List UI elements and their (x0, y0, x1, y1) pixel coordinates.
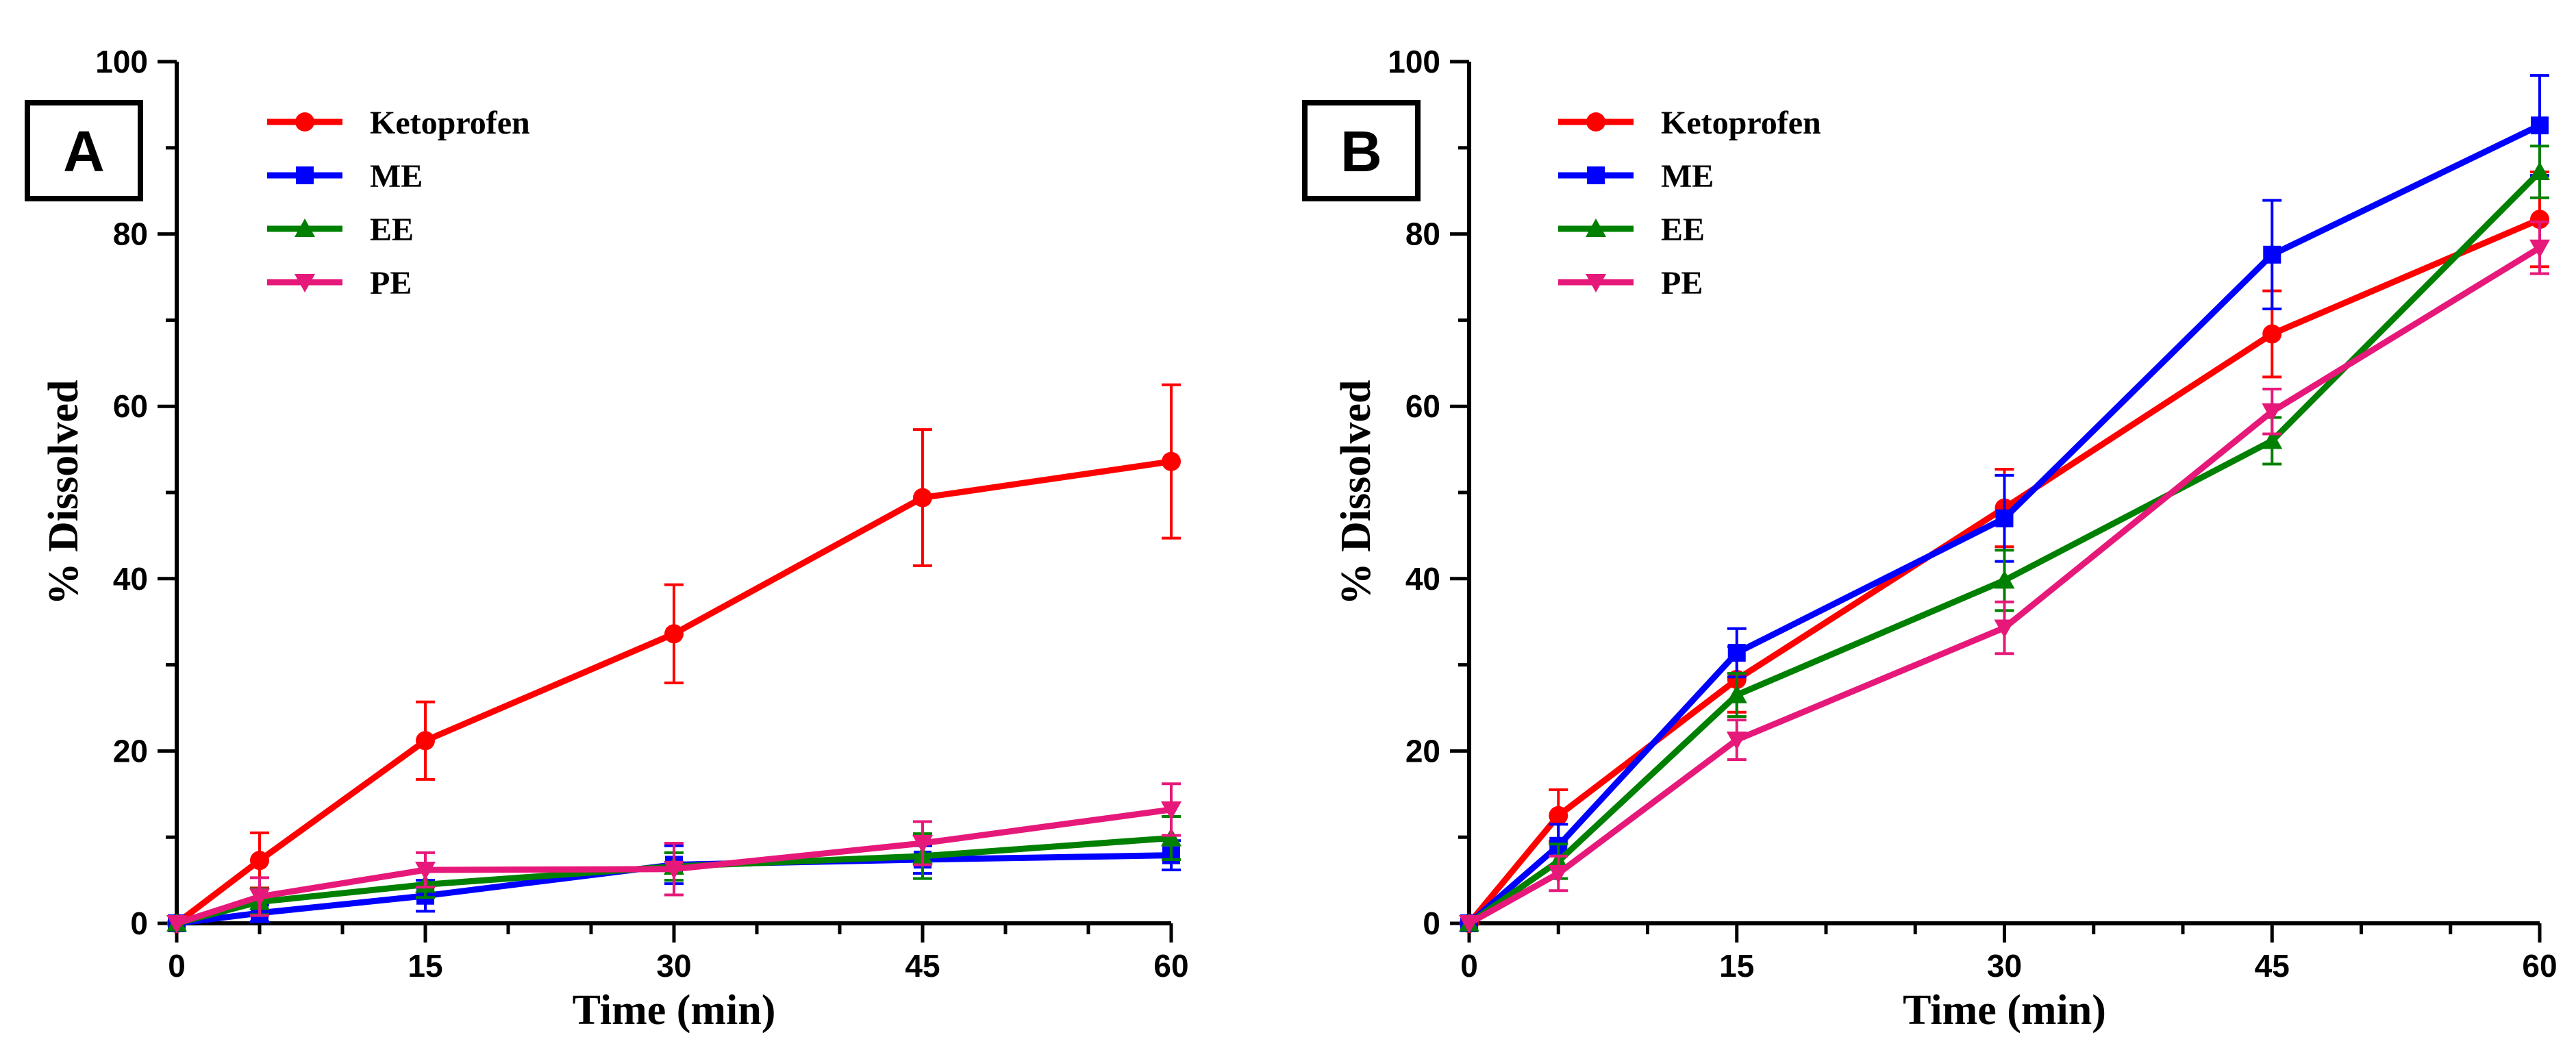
data-point (913, 488, 932, 508)
legend-marker (1586, 219, 1606, 237)
panel-label-box (25, 100, 143, 201)
y-axis-title: % Dissolved (40, 380, 87, 606)
data-point (1549, 806, 1568, 825)
legend-label: Ketoprofen (370, 105, 530, 141)
data-point (250, 851, 269, 871)
data-point (166, 915, 187, 934)
y-tick-label: 60 (1405, 388, 1440, 424)
y-tick-label: 60 (113, 388, 148, 424)
data-point (415, 862, 436, 881)
data-point (1726, 732, 1747, 751)
y-tick-label: 100 (1388, 44, 1440, 79)
y-tick-label: 0 (130, 906, 148, 941)
x-tick-label: 15 (1719, 948, 1754, 984)
panel-A: 0 20 40 60 80 100 0 15 30 45 60 Time (min) % Dissolv… (25, 44, 1189, 1034)
data-point (2262, 324, 2282, 344)
data-point (2530, 210, 2549, 229)
y-tick-label: 20 (1405, 733, 1440, 769)
x-tick-label: 0 (168, 948, 186, 984)
data-point (1161, 827, 1181, 847)
legend-marker (295, 274, 315, 292)
data-point (2529, 162, 2550, 181)
series-line (175, 458, 1172, 926)
data-point (1726, 684, 1747, 703)
x-tick-label: 30 (1987, 948, 2022, 984)
data-point (2529, 239, 2550, 258)
y-axis-title: % Dissolved (1333, 380, 1379, 606)
y-tick-label: 40 (1405, 561, 1440, 597)
data-point (416, 731, 435, 751)
legend-label: EE (1661, 212, 1705, 248)
data-point (912, 835, 933, 854)
panel-label-box (1302, 100, 1421, 201)
data-point (1548, 865, 1569, 884)
legend-label: ME (1661, 158, 1714, 195)
legend-marker (1587, 166, 1605, 184)
y-tick-label: 20 (113, 733, 148, 769)
legend-label: EE (370, 212, 414, 248)
legend-label: Ketoprofen (1661, 105, 1821, 141)
panel-B: 0 20 40 60 80 100 0 15 30 45 60 Time (min) % Dissolv… (1302, 44, 2558, 1034)
data-point (2263, 245, 2281, 264)
series-line (176, 852, 1172, 927)
series-line (1466, 216, 2541, 925)
legend-marker (296, 166, 314, 184)
data-point (1994, 619, 2015, 638)
legend-marker (295, 219, 315, 237)
data-point (1162, 451, 1181, 471)
legend-label: PE (370, 265, 412, 301)
series-line (175, 806, 1172, 927)
panel-label: B (1340, 119, 1382, 184)
series-pe (166, 782, 1181, 934)
y-tick-label: 40 (113, 561, 148, 597)
data-point (1727, 643, 1746, 662)
legend-marker (1586, 274, 1606, 292)
data-point (2531, 116, 2549, 135)
legend-marker (1586, 112, 1605, 132)
data-point (2262, 403, 2283, 422)
legend-label: ME (370, 158, 423, 195)
y-tick-label: 100 (95, 44, 148, 79)
legend-marker (295, 112, 314, 132)
x-tick-label: 60 (1153, 948, 1188, 984)
x-tick-label: 45 (905, 948, 940, 984)
data-point (2262, 430, 2283, 449)
x-tick-label: 15 (408, 948, 442, 984)
series-line (1467, 123, 2541, 926)
data-point (1994, 570, 2015, 589)
data-point (1459, 915, 1479, 934)
x-tick-label: 60 (2522, 948, 2557, 984)
x-tick-label: 30 (656, 948, 691, 984)
series-line (1467, 245, 2542, 926)
panel-label: A (63, 119, 105, 184)
data-point (249, 888, 270, 908)
series-pe (1459, 220, 2550, 934)
series-line (1467, 169, 2542, 926)
y-tick-label: 0 (1423, 906, 1440, 941)
series-line (175, 834, 1172, 927)
x-axis-title: Time (min) (573, 987, 776, 1034)
y-tick-label: 80 (1405, 216, 1440, 252)
x-axis-title: Time (min) (1903, 987, 2106, 1034)
x-tick-label: 0 (1460, 948, 1478, 984)
data-point (1161, 801, 1181, 820)
data-point (664, 624, 684, 644)
legend-label: PE (1661, 265, 1703, 301)
x-tick-label: 45 (2255, 948, 2290, 984)
data-point (1995, 509, 2014, 527)
data-point (664, 860, 684, 879)
y-tick-label: 80 (113, 216, 148, 252)
